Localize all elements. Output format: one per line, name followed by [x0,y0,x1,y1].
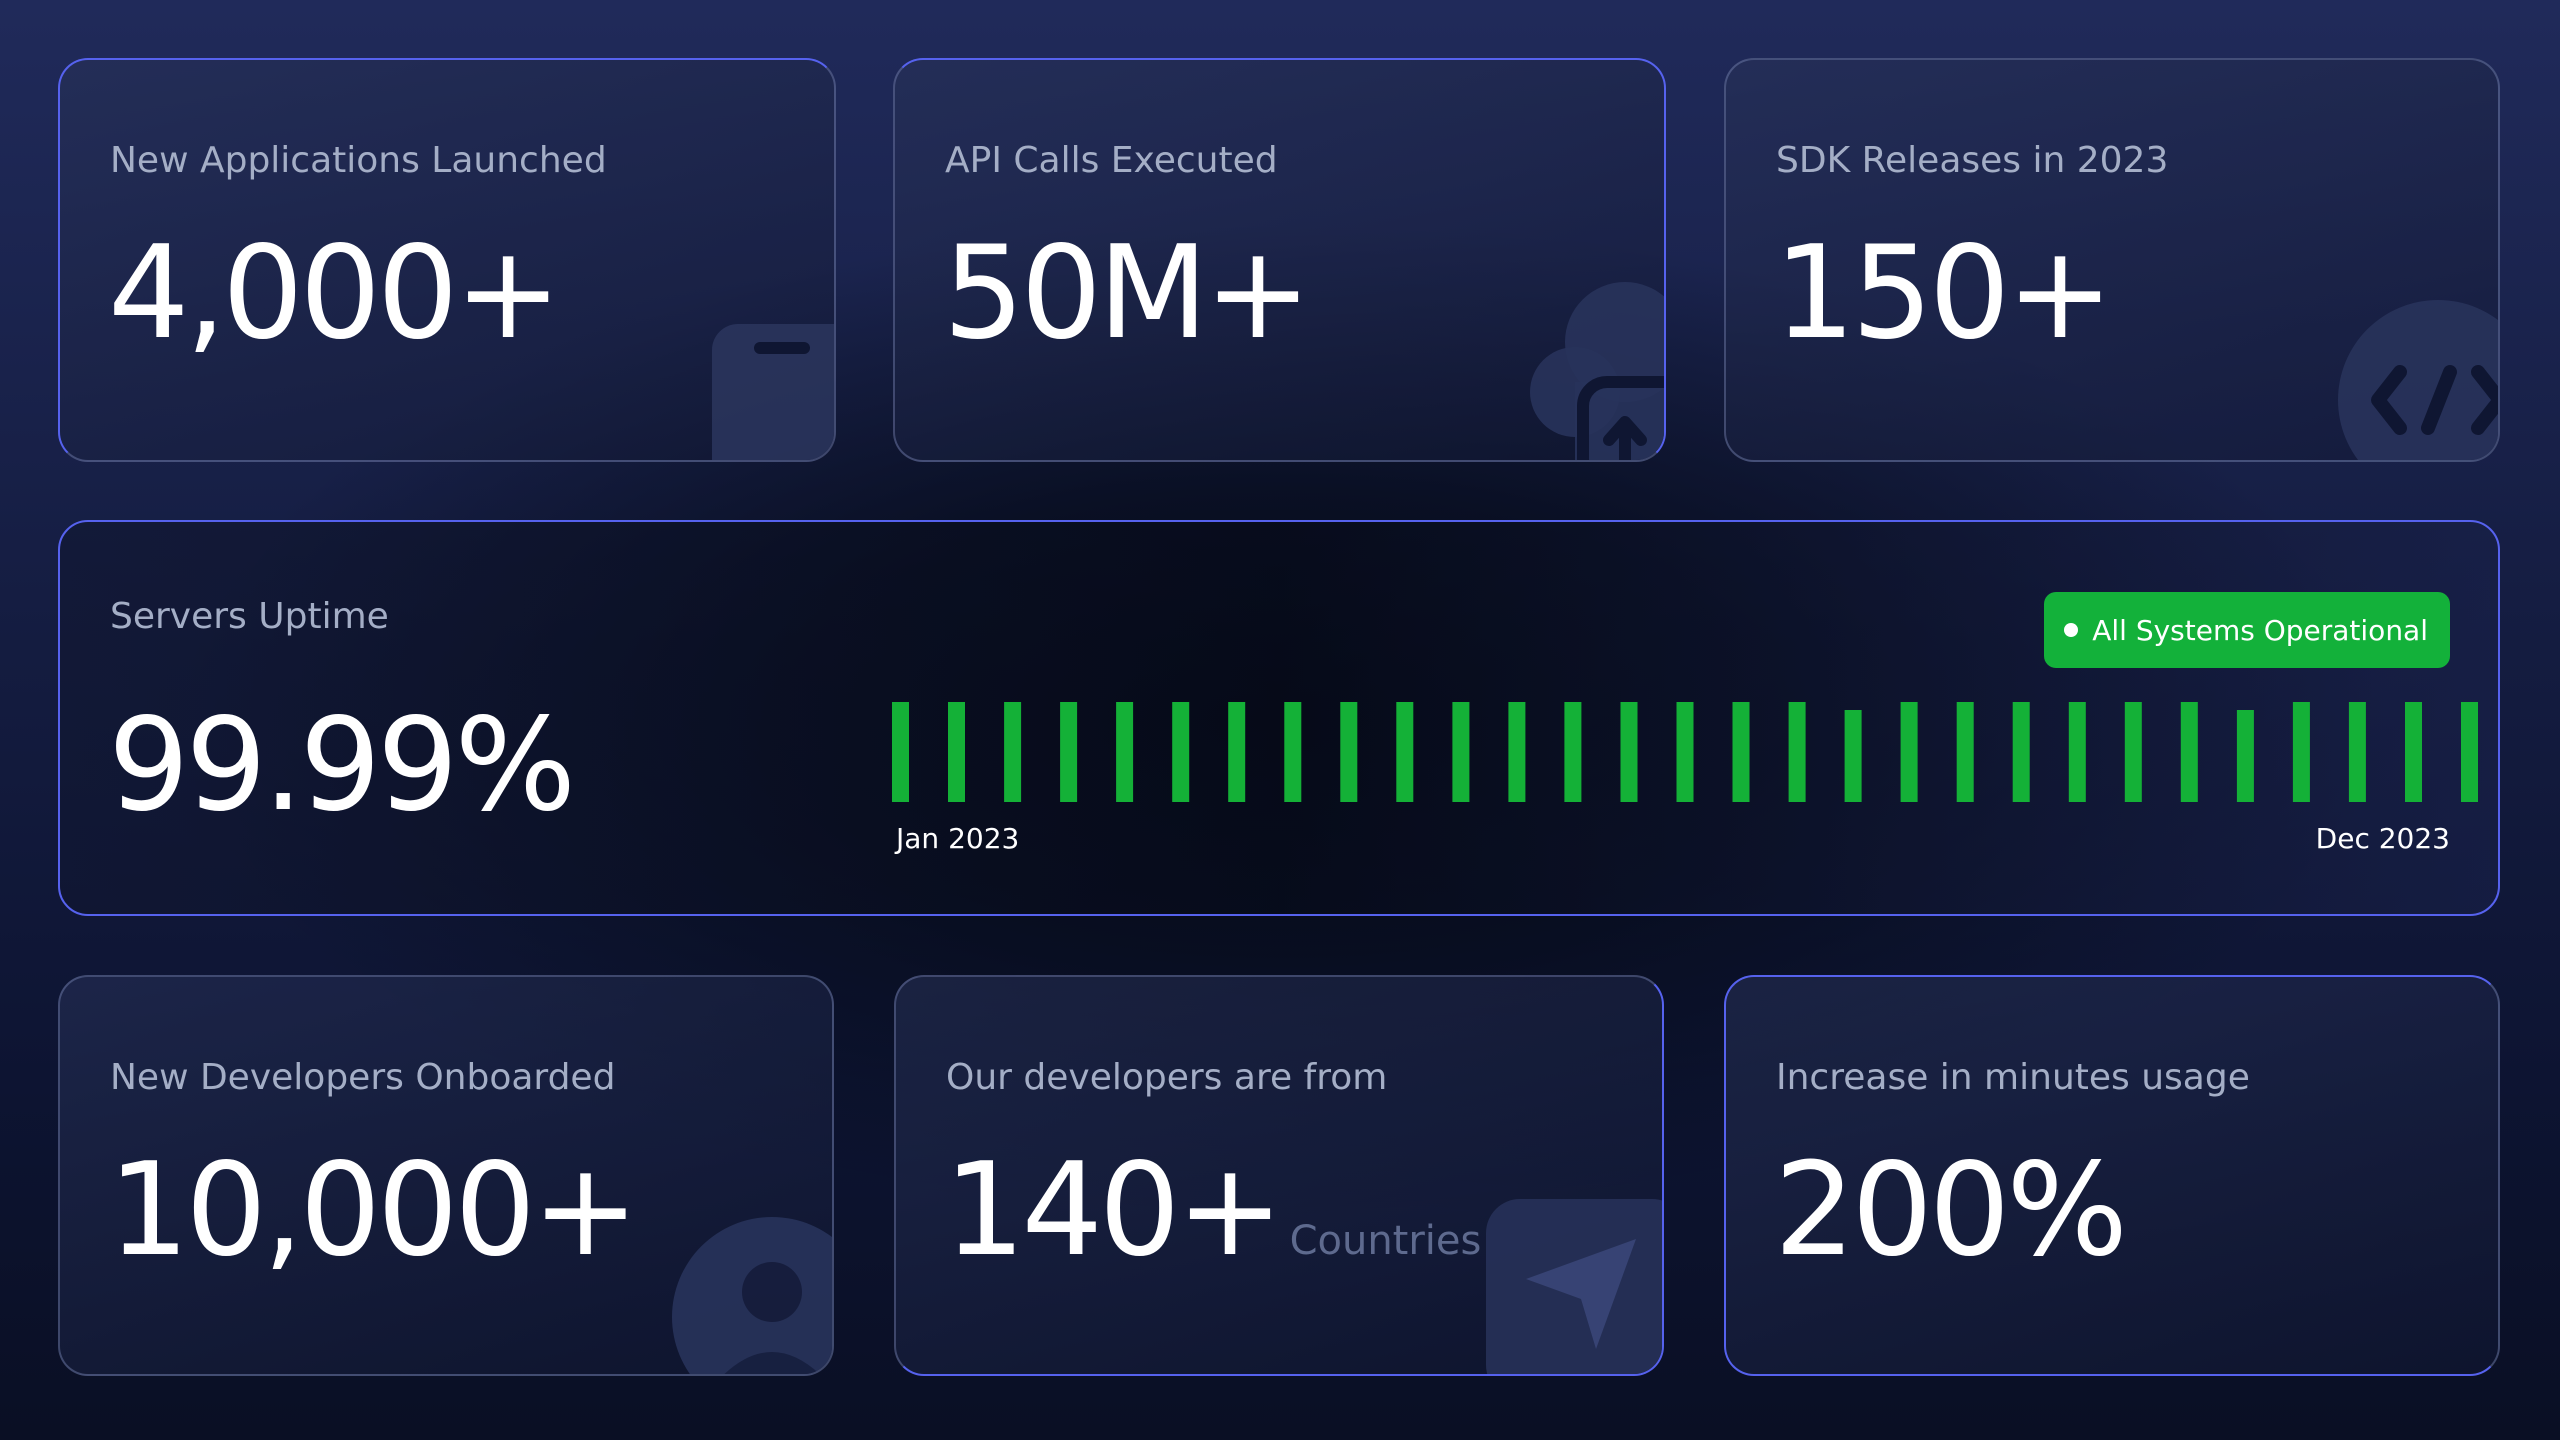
status-text: All Systems Operational [2092,613,2428,647]
uptime-bar [1172,702,1190,802]
card-new-applications: New Applications Launched 4,000+ [58,58,836,462]
card-developer-countries: Our developers are from 140+ Countries [894,975,1664,1376]
uptime-bar [1060,702,1078,802]
card-value: 99.99% [108,691,576,840]
uptime-bar [1228,702,1246,802]
card-value: 4,000+ [108,219,562,368]
card-value: 200% [1774,1136,2128,1285]
uptime-bar [2461,702,2478,802]
card-new-developers: New Developers Onboarded 10,000+ [58,975,834,1376]
uptime-end-label: Dec 2023 [2315,822,2450,855]
status-badge: All Systems Operational [2044,592,2450,668]
card-value: 140+ Countries [944,1147,1481,1275]
cloud-upload-icon [1530,282,1664,460]
card-label: Servers Uptime [110,596,389,637]
uptime-bar [1676,702,1694,802]
uptime-bar [2348,702,2366,802]
user-icon [672,1217,832,1374]
card-value: 10,000+ [108,1136,639,1285]
uptime-bar [1732,702,1750,802]
uptime-bar [2180,702,2198,802]
uptime-bar [2292,702,2310,802]
card-label: Increase in minutes usage [1776,1057,2250,1098]
card-label: New Applications Launched [110,140,607,181]
uptime-bar [892,702,909,802]
uptime-bars [892,702,2478,802]
countries-suffix: Countries [1289,1218,1482,1264]
code-icon [2338,300,2498,460]
card-label: New Developers Onboarded [110,1057,616,1098]
uptime-bar [2405,702,2422,802]
card-value: 50M+ [943,219,1312,368]
uptime-bar [1396,702,1414,802]
card-minutes-usage: Increase in minutes usage 200% [1724,975,2500,1376]
uptime-bar [1508,702,1526,802]
uptime-bar [948,702,965,802]
card-api-calls: API Calls Executed 50M+ [893,58,1666,462]
status-dot-icon [2064,623,2079,637]
send-icon [1486,1199,1662,1374]
uptime-bar [1004,702,1022,802]
uptime-bar [1452,702,1470,802]
uptime-bar [2236,710,2254,802]
countries-number: 140+ [944,1136,1284,1285]
card-sdk-releases: SDK Releases in 2023 150+ [1724,58,2500,462]
uptime-bar [1340,702,1358,802]
uptime-bar [2068,702,2086,802]
uptime-bar [1900,702,1918,802]
card-label: API Calls Executed [945,140,1278,181]
uptime-bar [2124,702,2142,802]
uptime-bar [1844,710,1862,802]
uptime-bar [1564,702,1582,802]
phone-icon [712,324,834,460]
card-label: Our developers are from [946,1057,1388,1098]
card-label: SDK Releases in 2023 [1776,140,2169,181]
uptime-bar [2012,702,2030,802]
uptime-bar [1620,702,1638,802]
card-value: 150+ [1774,219,2114,368]
uptime-start-label: Jan 2023 [896,822,1020,855]
uptime-bar [1956,702,1974,802]
uptime-bar [1788,702,1806,802]
card-servers-uptime: Servers Uptime 99.99% All Systems Operat… [58,520,2500,916]
uptime-bar [1116,702,1134,802]
uptime-bar [1284,702,1302,802]
